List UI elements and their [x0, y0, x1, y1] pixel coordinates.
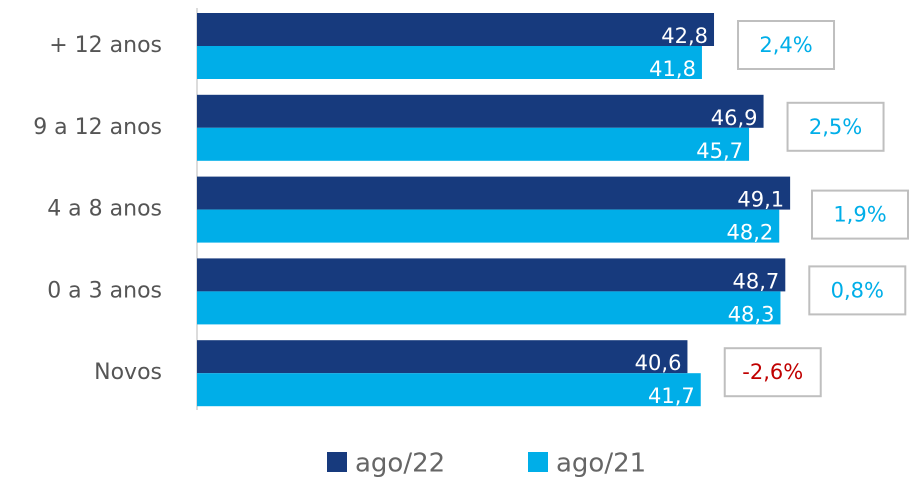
annotation: 2,4% [759, 33, 812, 57]
legend-swatch [327, 452, 347, 472]
legend-swatch [528, 452, 548, 472]
value-label: 49,1 [737, 188, 784, 212]
value-label: 41,8 [649, 57, 696, 81]
bar [197, 258, 786, 292]
annotation-box [737, 20, 836, 70]
bar [197, 176, 791, 210]
bar [197, 94, 764, 128]
value-label: 42,8 [661, 24, 708, 48]
value-label: 48,7 [733, 269, 780, 293]
bar [197, 373, 701, 407]
value-label: 41,7 [648, 384, 695, 408]
value-label: 48,3 [728, 302, 775, 326]
annotation: 1,9% [833, 203, 886, 227]
bar [197, 46, 702, 79]
annotation-box [811, 189, 909, 240]
value-label: 46,9 [711, 106, 758, 130]
category-label: 4 a 8 anos [47, 197, 162, 222]
value-label: 48,2 [726, 221, 773, 245]
bar [197, 13, 715, 46]
category-label: Novos [94, 360, 162, 385]
annotation-box [808, 265, 907, 316]
legend-label: ago/21 [556, 449, 646, 479]
bar [197, 209, 780, 243]
annotation: 2,5% [809, 115, 862, 139]
annotation-box [723, 347, 822, 398]
category-label: 9 a 12 anos [33, 115, 162, 140]
annotation: 0,8% [831, 278, 884, 302]
value-label: 40,6 [635, 351, 682, 375]
category-label: + 12 anos [49, 33, 162, 58]
annotation-box [786, 101, 885, 152]
legend-label: ago/22 [355, 449, 445, 479]
value-label: 45,7 [696, 139, 743, 163]
annotation: -2,6% [742, 360, 803, 384]
category-label: 0 a 3 anos [47, 278, 162, 303]
bar [197, 291, 781, 325]
bar [197, 340, 688, 374]
bar [197, 127, 750, 161]
